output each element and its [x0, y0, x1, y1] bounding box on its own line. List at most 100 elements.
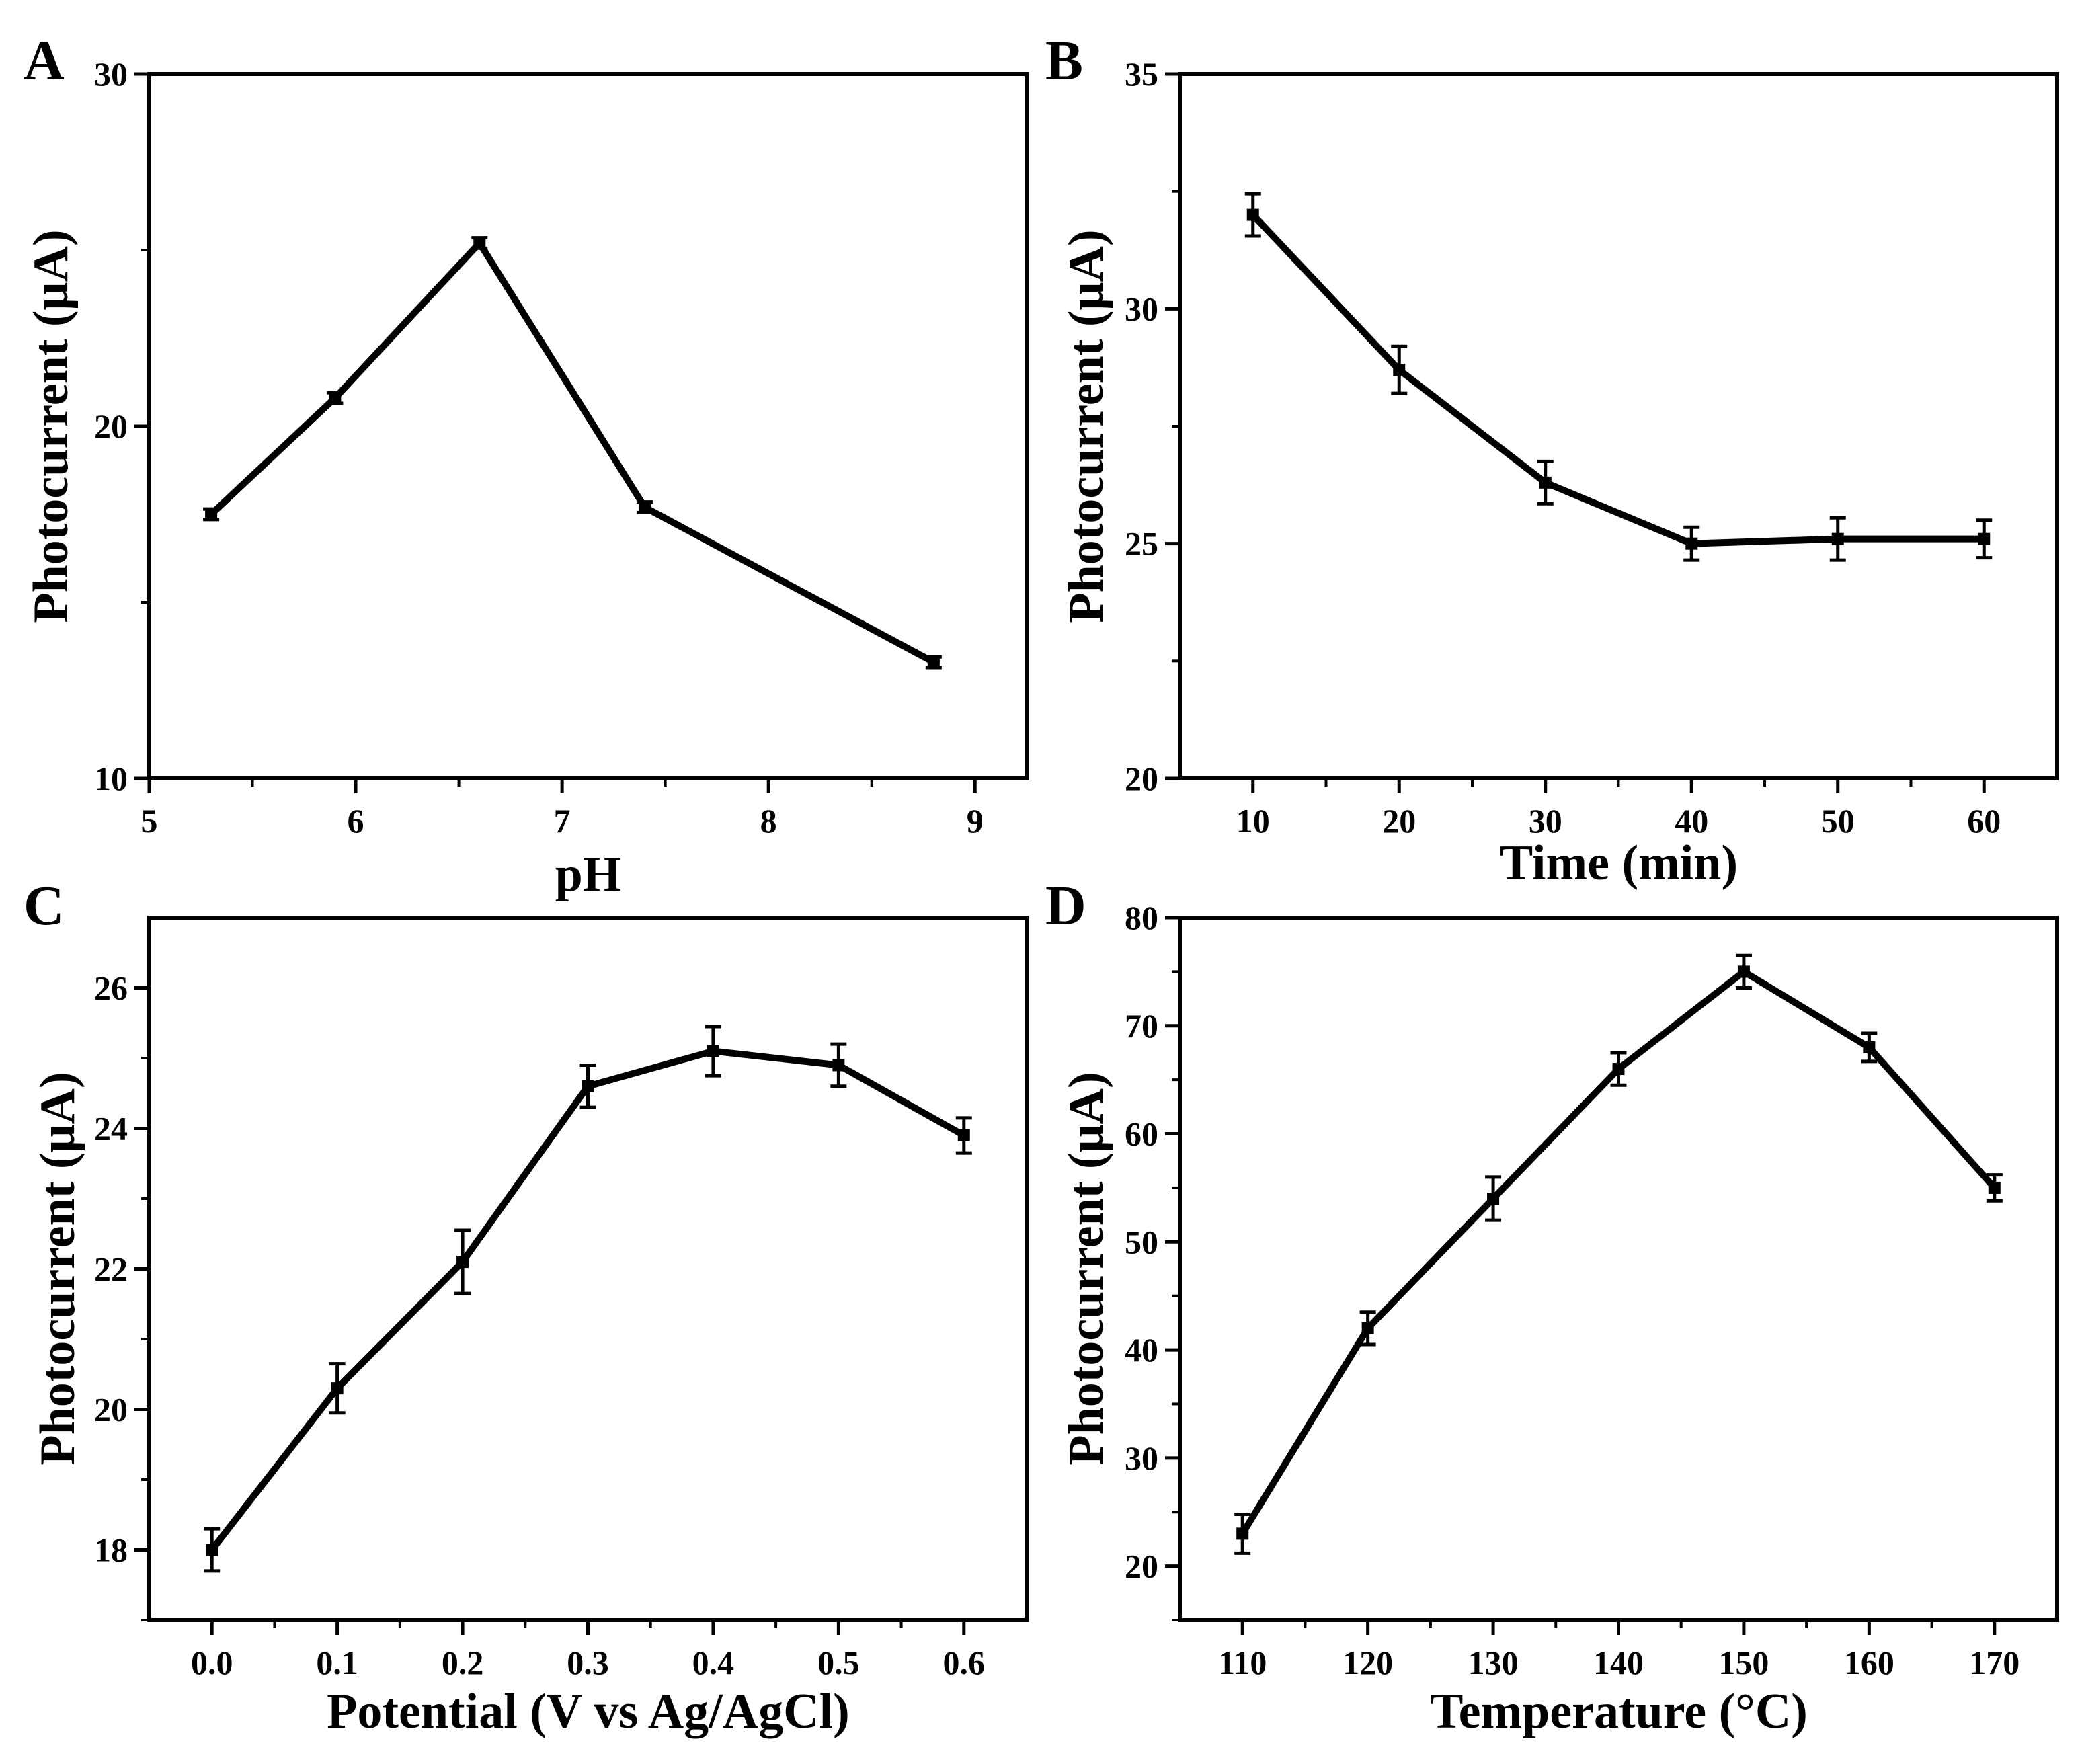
panel-c-x-tick-label: 0.6 — [943, 1644, 986, 1681]
panel-c-y-ticks: 18 20 22 24 26 — [94, 969, 149, 1621]
panel-c-letter: C — [24, 875, 65, 937]
panel-a-series-line — [208, 237, 936, 666]
panel-d-y-tick-label: 40 — [1125, 1331, 1158, 1369]
panel-d-y-tick-label: 60 — [1125, 1115, 1158, 1153]
panel-d-x-tick-label: 170 — [1969, 1644, 2019, 1681]
panel-d-y-ticks: 20 30 40 50 60 70 80 — [1125, 899, 1180, 1621]
panel-c-data-point — [832, 1059, 845, 1072]
panel-d-y-tick-label: 30 — [1125, 1439, 1158, 1477]
panel-a-data-point — [927, 656, 940, 669]
panel-b-x-ticks: 10 20 30 40 50 60 — [1236, 778, 2001, 840]
panel-a-x-ticks: 5 6 7 8 9 — [141, 778, 984, 840]
panel-a-x-tick-label: 7 — [554, 802, 571, 840]
panel-c-y-tick-label: 20 — [94, 1391, 128, 1429]
panel-d-letter: D — [1045, 875, 1086, 937]
panel-b-data-point — [1831, 532, 1844, 545]
panel-c-x-tick-label: 0.2 — [442, 1644, 484, 1681]
panel-b-x-tick-label: 10 — [1236, 802, 1270, 840]
panel-b-y-axis-title: Photocurrent (μA) — [1059, 229, 1114, 623]
panel-d: D Temperature (°C) Photocurrent (μA) 110… — [1045, 875, 2059, 1739]
panel-b-series — [1244, 192, 1993, 562]
panel-b: B Time (min) Photocurrent (μA) 10 20 30 40 5… — [1045, 30, 2059, 891]
panel-c-y-tick-label: 22 — [94, 1250, 128, 1288]
panel-d-data-point — [1487, 1193, 1500, 1205]
panel-a-x-axis-title: pH — [555, 847, 622, 902]
panel-b-letter: B — [1045, 30, 1083, 92]
panel-d-data-point — [1236, 1527, 1249, 1540]
panel-c: C Potential (V vs Ag/AgCl) Photocurrent … — [24, 875, 1029, 1739]
panel-d-x-ticks: 110 120 130 140 150 160 170 — [1218, 1620, 2019, 1681]
panel-b-x-axis-title: Time (min) — [1500, 836, 1738, 891]
panel-b-data-point — [1539, 476, 1552, 489]
panel-b-x-tick-label: 40 — [1675, 802, 1708, 840]
panel-a-series — [203, 236, 942, 670]
panel-c-x-tick-label: 0.5 — [817, 1644, 860, 1681]
panel-a-y-ticks: 10 20 30 — [94, 55, 149, 797]
panel-d-data-point — [1737, 965, 1750, 978]
panel-d-x-tick-label: 160 — [1844, 1644, 1894, 1681]
panel-c-x-ticks: 0.0 0.1 0.2 0.3 0.4 0.5 0.6 — [191, 1620, 985, 1681]
panel-b-data-point — [1246, 208, 1259, 221]
panel-c-data-point — [206, 1544, 218, 1556]
panel-a-y-tick-label: 30 — [94, 55, 128, 93]
panel-d-data-point — [1863, 1041, 1876, 1053]
panel-b-x-tick-label: 30 — [1529, 802, 1562, 840]
panel-a-y-axis-title: Photocurrent (μA) — [24, 229, 79, 623]
panel-c-data-point — [582, 1080, 594, 1092]
panel-a-data-point — [638, 501, 651, 514]
panel-c-data-point — [957, 1129, 970, 1141]
panel-d-x-tick-label: 120 — [1343, 1644, 1393, 1681]
panel-c-series-line — [209, 1047, 966, 1552]
panel-d-x-tick-label: 110 — [1218, 1644, 1267, 1681]
panel-d-x-tick-label: 140 — [1593, 1644, 1644, 1681]
panel-d-x-tick-label: 130 — [1468, 1644, 1519, 1681]
panel-c-x-tick-label: 0.1 — [316, 1644, 358, 1681]
panel-a-y-tick-label: 10 — [94, 760, 128, 797]
panel-d-y-tick-label: 50 — [1125, 1223, 1158, 1260]
panel-c-plot-frame — [147, 916, 1029, 1622]
panel-c-y-tick-label: 26 — [94, 969, 128, 1007]
panel-c-y-tick-label: 24 — [94, 1110, 128, 1148]
panel-c-data-point — [456, 1256, 469, 1269]
panel-d-plot-frame — [1178, 916, 2059, 1622]
panel-c-y-axis-title: Photocurrent (μA) — [30, 1072, 85, 1465]
panel-a-data-point — [329, 392, 342, 405]
panel-b-plot-frame — [1178, 72, 2059, 780]
panel-a-x-tick-label: 9 — [967, 802, 984, 840]
panel-d-y-tick-label: 80 — [1125, 899, 1158, 936]
panel-d-y-tick-label: 70 — [1125, 1007, 1158, 1045]
panel-a-data-point — [473, 237, 486, 249]
panel-b-x-tick-label: 50 — [1821, 802, 1855, 840]
panel-a-data-point — [205, 508, 218, 520]
panel-a: A pH Photocurrent (μA) 5 6 7 8 9 10 20 30 — [24, 30, 1029, 902]
panel-c-series — [204, 1025, 972, 1573]
panel-a-plot-frame — [147, 72, 1029, 780]
panel-c-y-tick-label: 18 — [94, 1531, 128, 1569]
panel-d-series — [1234, 953, 2003, 1555]
panel-b-data-point — [1685, 537, 1698, 550]
panel-d-data-point — [1988, 1181, 2001, 1194]
panel-a-x-tick-label: 8 — [760, 802, 777, 840]
panel-b-x-tick-label: 20 — [1382, 802, 1416, 840]
panel-a-y-tick-label: 20 — [94, 407, 128, 445]
panel-b-y-tick-label: 20 — [1125, 760, 1158, 797]
panel-c-x-axis-title: Potential (V vs Ag/AgCl) — [327, 1684, 850, 1739]
panel-b-y-tick-label: 30 — [1125, 290, 1158, 327]
panel-c-x-tick-label: 0.0 — [191, 1644, 233, 1681]
panel-d-y-axis-title: Photocurrent (μA) — [1059, 1072, 1114, 1465]
panel-a-letter: A — [24, 30, 65, 92]
panel-b-y-tick-label: 35 — [1125, 55, 1158, 93]
panel-b-x-tick-label: 60 — [1967, 802, 2001, 840]
panel-d-data-point — [1612, 1063, 1625, 1076]
panel-b-data-point — [1393, 364, 1406, 376]
panel-b-y-tick-label: 25 — [1125, 525, 1158, 563]
panel-a-x-tick-label: 5 — [141, 802, 158, 840]
panel-b-series-line — [1250, 212, 1985, 547]
panel-d-y-tick-label: 20 — [1125, 1548, 1158, 1585]
panel-d-x-tick-label: 150 — [1718, 1644, 1769, 1681]
panel-a-x-tick-label: 6 — [348, 802, 364, 840]
panel-c-data-point — [707, 1045, 719, 1057]
panel-b-data-point — [1978, 532, 1991, 545]
panel-d-x-axis-title: Temperature (°C) — [1430, 1684, 1808, 1739]
